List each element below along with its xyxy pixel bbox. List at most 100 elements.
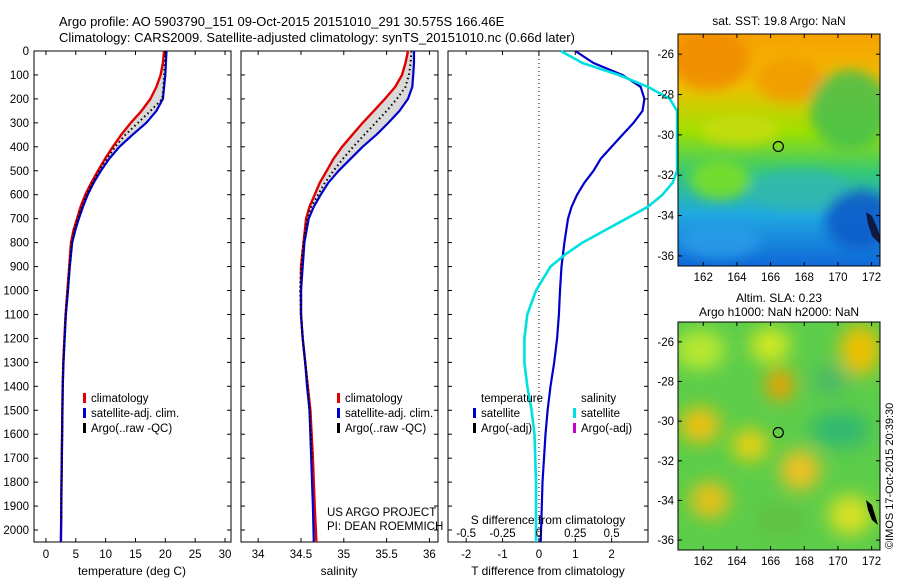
series-line-satellite-salinity — [523, 49, 679, 542]
x-tick-label: 0 — [536, 549, 542, 561]
difference-xlabel: T difference from climatology — [471, 564, 625, 578]
legend-swatch-satellite — [83, 408, 86, 418]
depth-tick-label: 1300 — [3, 357, 29, 369]
x-tick-label: 2 — [608, 549, 614, 561]
depth-tick-label: 300 — [10, 118, 29, 130]
sla-map-frame — [677, 321, 881, 551]
depth-tick-label: 1200 — [3, 333, 29, 345]
legend-swatch-s-satellite — [573, 408, 576, 418]
map-x-tick-label: 172 — [862, 272, 881, 284]
salinity-legend: climatology satellite-adj. clim. Argo(..… — [337, 393, 433, 435]
legend-label-climatology: climatology — [91, 393, 149, 405]
map-y-tick-label: -34 — [657, 211, 674, 223]
difference-xlabel-top: S difference from climatology — [471, 513, 626, 527]
legend-label-climatology: climatology — [345, 393, 403, 405]
depth-tick-label: 1900 — [3, 501, 29, 513]
sla-map-title-line2: Argo h1000: NaN h2000: NaN — [699, 305, 859, 319]
series-line-satellite — [539, 50, 646, 543]
map-y-tick-label: -30 — [657, 130, 674, 142]
legend-swatch-s-argo — [573, 423, 576, 433]
depth-tick-label: 1000 — [3, 286, 29, 298]
x-tick-label: 35 — [337, 549, 350, 561]
map-y-tick-label: -32 — [657, 170, 674, 182]
map-x-tick-label: 172 — [862, 556, 881, 568]
depth-tick-label: 1700 — [3, 453, 29, 465]
map-y-tick-label: -32 — [657, 456, 674, 468]
copyright-label: ©IMOS 17-Oct-2015 20:39:30 — [884, 403, 896, 549]
map-y-tick-label: -34 — [657, 495, 674, 507]
series-line-climatology — [59, 50, 166, 543]
depth-tick-label: 1100 — [4, 309, 29, 321]
map-x-tick-label: 170 — [828, 272, 847, 284]
series-line-satellite-adj-clim — [59, 50, 168, 543]
depth-tick-label: 1600 — [3, 429, 29, 441]
x-tick-label: 35.5 — [375, 549, 397, 561]
depth-tick-label: 600 — [10, 190, 29, 202]
map-x-tick-label: 164 — [727, 556, 747, 568]
series-layer — [59, 49, 679, 543]
legend-header-salinity: salinity — [581, 393, 616, 405]
temperature-xlabel: temperature (deg C) — [78, 564, 186, 578]
x-tick-label: 0 — [43, 549, 49, 561]
depth-tick-label: 2000 — [3, 525, 29, 537]
sla-map-title-line1: Altim. SLA: 0.23 — [736, 291, 822, 305]
salinity-envelope — [301, 51, 414, 542]
series-line-argo-raw-qc — [60, 50, 167, 519]
axis-layer: 0100200300400500600700800900100011001200… — [3, 46, 648, 561]
s-diff-tick-label: 0.25 — [564, 528, 586, 540]
sst-map-frame — [677, 33, 881, 267]
map-x-tick-label: 168 — [795, 272, 814, 284]
clim-envelope — [60, 51, 167, 542]
x-tick-label: -2 — [461, 549, 471, 561]
sla-map-image — [678, 322, 880, 550]
map-x-tick-label: 162 — [694, 272, 713, 284]
map-y-tick-label: -28 — [657, 90, 674, 102]
map-x-tick-label: 164 — [727, 272, 747, 284]
depth-tick-label: 900 — [10, 262, 29, 274]
legend-swatch-climatology — [83, 393, 86, 403]
series-line-satellite-adj-clim — [299, 51, 416, 543]
legend-label-s-satellite: satellite — [581, 408, 620, 420]
sst-map-axes: 162 164 166 168 170 172 -26 -28 -30 -32 -34 -36 — [657, 34, 881, 284]
x-tick-label: 5 — [73, 549, 79, 561]
depth-tick-label: 200 — [10, 94, 29, 106]
legend-label-argo: Argo(..raw -QC) — [91, 423, 172, 435]
salinity-xlabel: salinity — [321, 564, 358, 578]
depth-tick-label: 400 — [10, 142, 29, 154]
sst-map-image — [678, 34, 880, 266]
legend-label-satellite: satellite-adj. clim. — [345, 408, 433, 420]
legend-swatch-t-argo — [473, 423, 476, 433]
legend-label-s-argo: Argo(-adj) — [581, 423, 632, 435]
map-x-tick-label: 170 — [828, 556, 847, 568]
project-pi: PI: DEAN ROEMMICH — [327, 521, 443, 533]
depth-tick-label: 800 — [10, 238, 29, 250]
legend-label-satellite: satellite-adj. clim. — [91, 408, 179, 420]
legend-label-t-satellite: satellite — [481, 408, 520, 420]
x-tick-label: 34.5 — [290, 549, 312, 561]
map-x-tick-label: 166 — [761, 272, 780, 284]
figure-title-line1: Argo profile: AO 5903790_151 09-Oct-2015… — [59, 14, 505, 29]
clim-envelope — [301, 51, 414, 542]
x-tick-label: 36 — [423, 549, 436, 561]
temperature-plot-frame — [33, 50, 232, 543]
sst-map-title: sat. SST: 19.8 Argo: NaN — [712, 14, 845, 28]
map-y-tick-label: -26 — [657, 49, 674, 61]
map-y-tick-label: -28 — [657, 376, 674, 388]
x-tick-label: 1 — [572, 549, 578, 561]
x-tick-label: 10 — [99, 549, 112, 561]
map-x-tick-label: 162 — [694, 556, 713, 568]
x-tick-label: -1 — [497, 549, 507, 561]
depth-tick-label: 1400 — [3, 381, 29, 393]
difference-legend: temperature salinity satellite Argo(-adj… — [473, 393, 632, 435]
x-tick-label: 20 — [159, 549, 172, 561]
figure-title-line2: Climatology: CARS2009. Satellite-adjuste… — [59, 30, 575, 45]
legend-swatch-satellite — [337, 408, 340, 418]
s-diff-tick-label: 0.5 — [604, 528, 620, 540]
map-y-tick-label: -26 — [657, 337, 674, 349]
x-tick-label: 25 — [189, 549, 202, 561]
temperature-legend: climatology satellite-adj. clim. Argo(..… — [83, 393, 179, 435]
legend-swatch-t-satellite — [473, 408, 476, 418]
map-x-tick-label: 168 — [795, 556, 814, 568]
map-y-tick-label: -30 — [657, 416, 674, 428]
map-y-tick-label: -36 — [657, 251, 674, 263]
